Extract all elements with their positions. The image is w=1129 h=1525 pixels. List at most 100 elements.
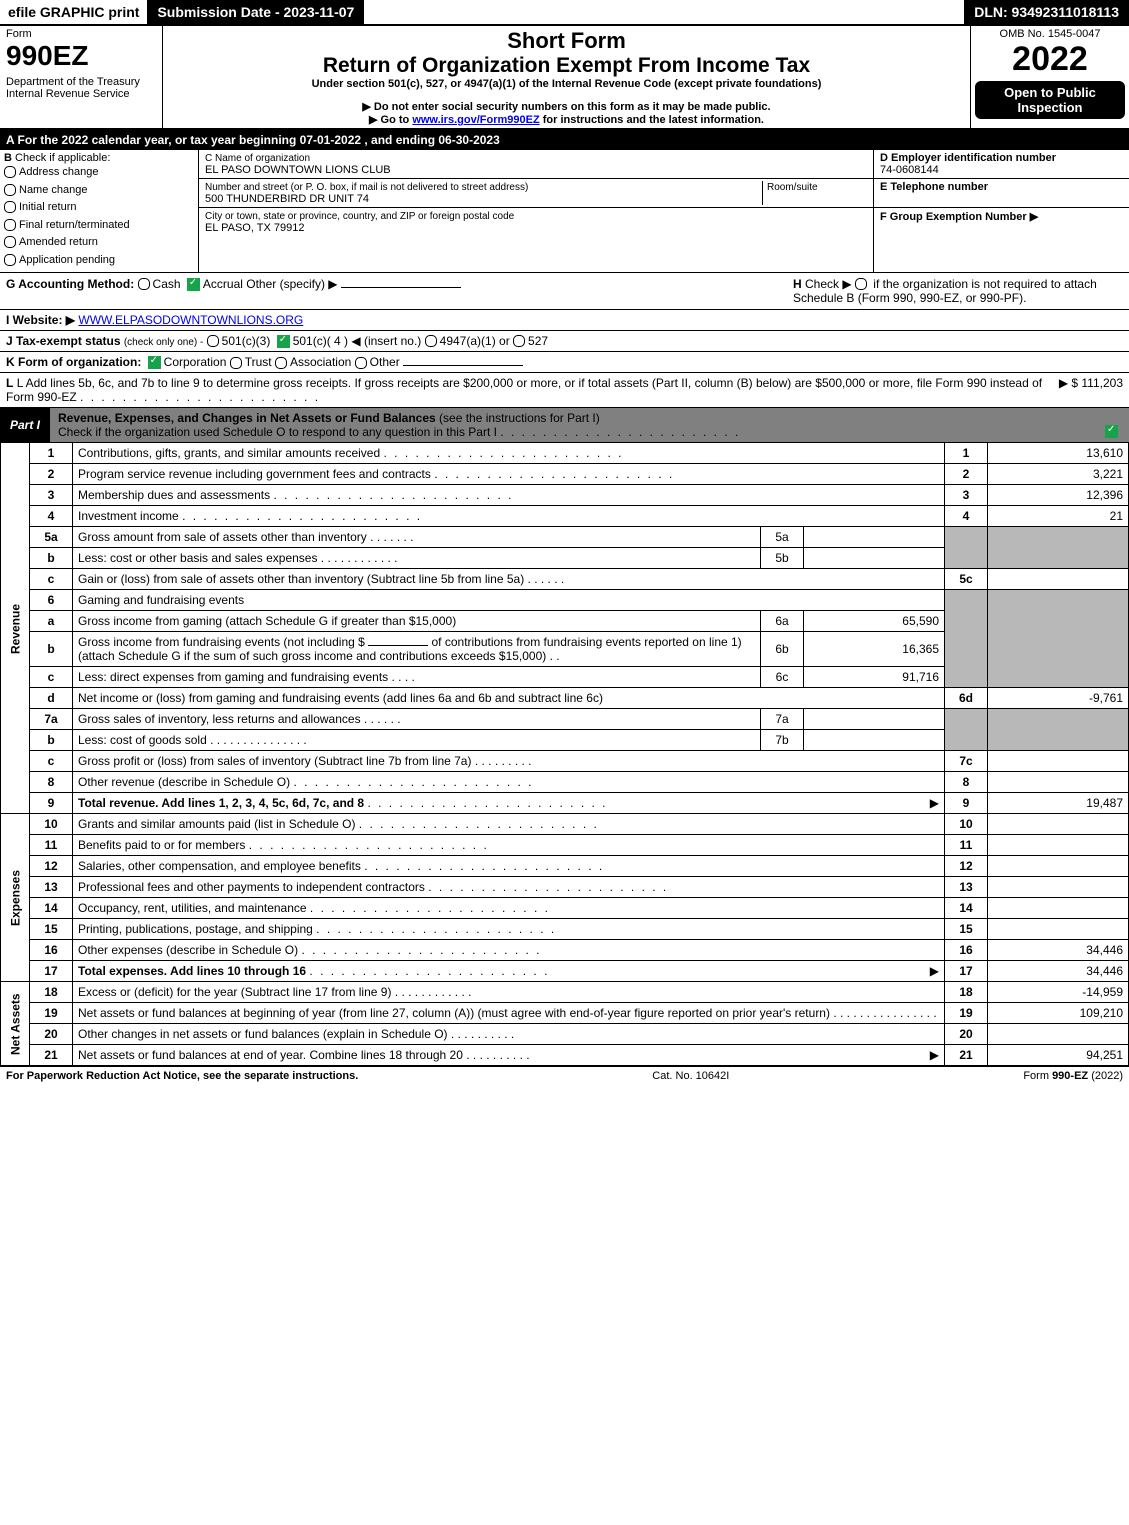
tax-year: 2022 [975, 40, 1125, 79]
k-trust-checkbox[interactable] [230, 357, 242, 369]
name-change-label: Name change [19, 184, 88, 196]
line-5c-amt [988, 569, 1129, 590]
footer-right: Form 990-EZ (2022) [1023, 1070, 1123, 1082]
accrual-label: Accrual [203, 277, 243, 291]
line-19-num: 19 [30, 1003, 73, 1024]
line-6c-iamt: 91,716 [804, 667, 945, 688]
line-17-arrow: ▶ [930, 964, 939, 978]
line-19-desc: Net assets or fund balances at beginning… [78, 1006, 830, 1020]
line-6a-iamt: 65,590 [804, 611, 945, 632]
g-label: G Accounting Method: [6, 277, 134, 291]
ein: 74-0608144 [880, 164, 939, 176]
footer-center: Cat. No. 10642I [652, 1070, 729, 1082]
line-8-desc: Other revenue (describe in Schedule O) [78, 775, 290, 789]
efile-print-label[interactable]: efile GRAPHIC print [0, 0, 147, 24]
line-6-num: 6 [30, 590, 73, 611]
other-specify-input[interactable] [341, 287, 461, 288]
line-7b-num: b [30, 730, 73, 751]
revenue-side-label: Revenue [1, 443, 30, 814]
irs-link[interactable]: www.irs.gov/Form990EZ [412, 114, 539, 126]
part-i-check: Check if the organization used Schedule … [58, 425, 497, 439]
line-15-box: 15 [945, 919, 988, 940]
line-6b-input[interactable] [368, 645, 428, 646]
j-4947-checkbox[interactable] [425, 335, 437, 347]
h-check-text: Check ▶ [805, 277, 852, 291]
section-bcd: B Check if applicable: Address change Na… [0, 150, 1129, 273]
check-if-label: Check if applicable: [15, 152, 110, 164]
line-6c-desc: Less: direct expenses from gaming and fu… [78, 670, 388, 684]
initial-return-checkbox[interactable] [4, 201, 16, 213]
line-7c-desc: Gross profit or (loss) from sales of inv… [78, 754, 471, 768]
line-16-num: 16 [30, 940, 73, 961]
line-1-amt: 13,610 [988, 443, 1129, 464]
shaded-7-amt [988, 709, 1129, 751]
goto-post: for instructions and the latest informat… [540, 114, 764, 126]
line-6d-box: 6d [945, 688, 988, 709]
line-5b-desc: Less: cost or other basis and sales expe… [78, 551, 317, 565]
line-17-box: 17 [945, 961, 988, 982]
line-6a-num: a [30, 611, 73, 632]
line-13-box: 13 [945, 877, 988, 898]
accrual-checkbox[interactable] [187, 278, 200, 291]
line-21-arrow: ▶ [930, 1048, 939, 1062]
footer-left: For Paperwork Reduction Act Notice, see … [6, 1070, 358, 1082]
line-1-num: 1 [30, 443, 73, 464]
line-6b-iamt: 16,365 [804, 632, 945, 667]
final-return-checkbox[interactable] [4, 219, 16, 231]
line-20-desc: Other changes in net assets or fund bala… [78, 1027, 448, 1041]
address-change-label: Address change [19, 166, 99, 178]
k-assoc-checkbox[interactable] [275, 357, 287, 369]
goto-pre: ▶ Go to [369, 114, 412, 126]
line-7b-inum: 7b [761, 730, 804, 751]
dept-label: Department of the Treasury Internal Reve… [6, 76, 156, 100]
k-corp-checkbox[interactable] [148, 356, 161, 369]
return-title: Return of Organization Exempt From Incom… [169, 54, 964, 78]
form-label: Form [6, 28, 156, 40]
line-4-box: 4 [945, 506, 988, 527]
part-i-schedule-o-checkbox[interactable] [1105, 425, 1118, 438]
row-a-tax-year: A For the 2022 calendar year, or tax yea… [0, 130, 1129, 150]
line-14-desc: Occupancy, rent, utilities, and maintena… [78, 901, 307, 915]
line-13-num: 13 [30, 877, 73, 898]
amended-return-checkbox[interactable] [4, 236, 16, 248]
k-corp-label: Corporation [164, 355, 227, 369]
line-8-box: 8 [945, 772, 988, 793]
l-gross-receipts-row: L L Add lines 5b, 6c, and 7b to line 9 t… [0, 373, 1129, 408]
k-other-label: Other [370, 355, 400, 369]
j-501c3-label: 501(c)(3) [222, 334, 271, 348]
f-label: F Group Exemption Number ▶ [880, 211, 1038, 223]
amended-return-label: Amended return [19, 236, 98, 248]
j-501c3-checkbox[interactable] [207, 335, 219, 347]
line-13-desc: Professional fees and other payments to … [78, 880, 425, 894]
line-18-box: 18 [945, 982, 988, 1003]
form-header: Form 990EZ Department of the Treasury In… [0, 26, 1129, 130]
goto-link-row: ▶ Go to www.irs.gov/Form990EZ for instru… [169, 113, 964, 126]
k-other-checkbox[interactable] [355, 357, 367, 369]
c-label: C Name of organization [205, 153, 310, 164]
line-7c-box: 7c [945, 751, 988, 772]
l-amount: ▶ $ 111,203 [1059, 376, 1123, 404]
d-label: D Employer identification number [880, 152, 1056, 164]
line-10-box: 10 [945, 814, 988, 835]
line-12-num: 12 [30, 856, 73, 877]
line-2-desc: Program service revenue including govern… [78, 467, 431, 481]
address-change-checkbox[interactable] [4, 166, 16, 178]
line-7a-inum: 7a [761, 709, 804, 730]
k-other-input[interactable] [403, 365, 523, 366]
j-label: J Tax-exempt status [6, 334, 121, 348]
app-pending-checkbox[interactable] [4, 254, 16, 266]
j-tax-exempt-row: J Tax-exempt status (check only one) - 5… [0, 331, 1129, 352]
line-19-amt: 109,210 [988, 1003, 1129, 1024]
line-5a-desc: Gross amount from sale of assets other t… [78, 530, 367, 544]
line-9-box: 9 [945, 793, 988, 814]
website-link[interactable]: WWW.ELPASODOWNTOWNLIONS.ORG [78, 313, 303, 327]
j-501c-checkbox[interactable] [277, 335, 290, 348]
h-checkbox[interactable] [855, 278, 867, 290]
line-11-num: 11 [30, 835, 73, 856]
j-527-checkbox[interactable] [513, 335, 525, 347]
e-label: E Telephone number [880, 181, 988, 193]
name-change-checkbox[interactable] [4, 184, 16, 196]
k-assoc-label: Association [290, 355, 351, 369]
cash-checkbox[interactable] [138, 278, 150, 290]
line-6a-inum: 6a [761, 611, 804, 632]
